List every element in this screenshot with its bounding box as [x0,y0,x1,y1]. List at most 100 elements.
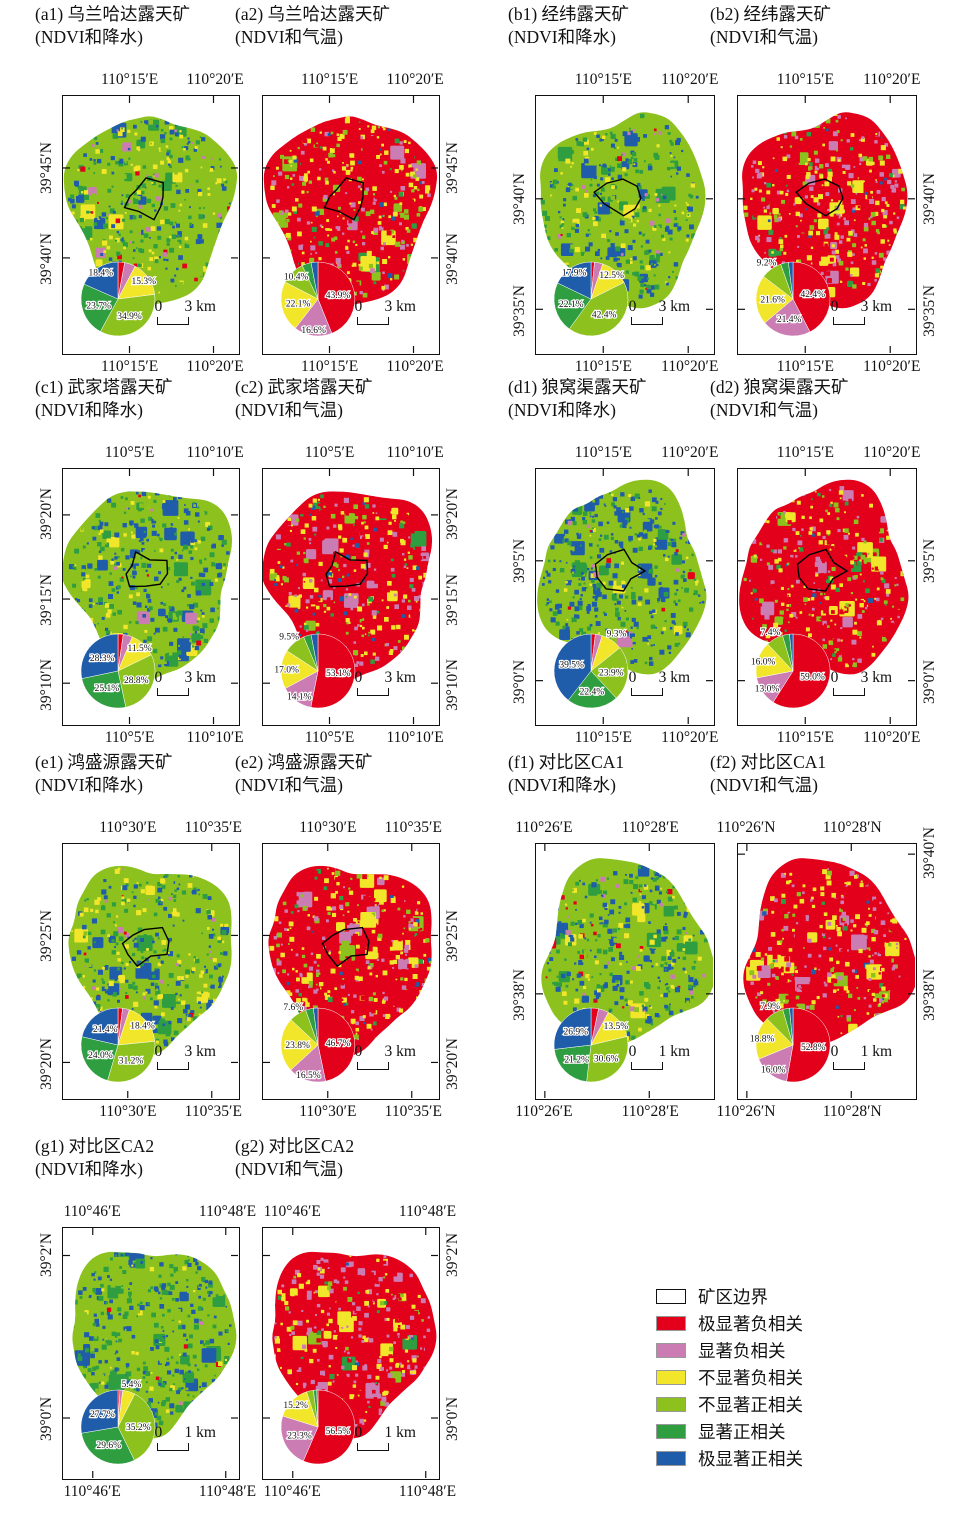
scale-bracket [630,688,663,697]
pie-label: 21.2% [564,1056,589,1066]
pie-label: 15.2% [283,1401,308,1411]
panel-g1: (g1) 对比区CA2 (NDVI和降水) 110°46′E 110°46′E 110°… [17,1135,287,1520]
lon-label-top: 110°30′E [99,819,157,836]
scale-bar: 0 3 km [629,298,690,325]
panel-title-line1: (c2) 武家塔露天矿 [235,377,373,397]
pie-label: 29.6% [97,1441,122,1451]
lon-label-top: 110°15′E [574,444,633,461]
legend-label: 极显著正相关 [698,1449,803,1469]
pie-slice-极显著正相关 [789,633,794,671]
pie-slice-极显著负相关 [317,1007,356,1082]
pie-label: 53.1% [326,669,351,679]
scale-distance: 3 km [184,297,216,315]
pie-label: 25.1% [95,684,120,694]
scale-bar-numbers: 0 3 km [355,1043,416,1061]
scale-bar-numbers: 0 3 km [155,1043,216,1061]
pie-slice-不显著负相关 [755,276,794,324]
legend-item-significant-positive: 显著正相关 [656,1418,803,1445]
lat-label: 39°15′N [444,573,461,626]
pie-chart-f1: 13.5% 30.6% 21.2% 26.9% [553,1007,629,1083]
lon-label-top: 110°28′N [822,819,882,836]
lon-label-top: 110°35′E [384,819,442,836]
panel-title-line2: (NDVI和降水) [35,27,143,47]
scale-zero: 0 [154,1043,163,1061]
scale-zero: 0 [154,297,163,315]
lon-label-top: 110°20′E [661,444,719,461]
lon-label-top: 110°15′E [101,71,159,88]
lat-label: 39°25′N [444,909,461,962]
lat-label: 39°10′N [444,658,461,711]
pie-label: 21.4% [777,315,802,325]
panel-d1: (d1) 狼窝渠露天矿 (NDVI和降水) 110°15′E 110°15′E 110°… [490,376,762,766]
legend-label: 矿区边界 [698,1287,768,1307]
lat-label: 39°20′N [38,1038,55,1090]
scale-bracket [356,316,389,325]
lat-label: 39°38′N [511,968,528,1021]
lon-label-top: 110°26′E [515,819,573,836]
lon-label-bottom: 110°15′E [101,358,159,375]
correlation-map-d2 [738,469,915,724]
lon-label-top: 110°15′E [301,71,359,88]
lon-label-top: 110°15′E [776,444,835,461]
pie-label: 18.4% [130,1021,155,1031]
mine-boundary-outline [795,178,844,217]
correlation-map-b2 [738,96,915,353]
lat-label: 39°45′N [444,141,461,194]
correlation-map-c2 [263,469,438,724]
lat-label: 39°0′N [511,660,528,705]
mine-boundary-outline [123,177,165,221]
scale-bar-numbers: 0 3 km [831,298,892,316]
lat-label: 39°38′N [921,968,938,1021]
lon-label-top: 110°46′E [63,1203,121,1220]
pie-label: 9.3% [607,629,627,639]
panel-e1: (e1) 鸿盛源露天矿 (NDVI和降水) 110°30′E 110°30′E 110°… [17,751,287,1140]
pie-label: 7.6% [283,1003,303,1013]
correlation-map-c1 [63,469,238,724]
pie-slice-极显著正相关 [553,633,592,701]
pie-slice-极显著正相关 [80,1389,119,1434]
panel-f1: (f1) 对比区CA1 (NDVI和降水) 110°26′E 110°26′E 110°… [490,751,762,1140]
panel-title-line2: (NDVI和气温) [235,1159,343,1179]
pie-chart-c2: 53.1% 14.1% 17.0% 9.5% [273,631,356,708]
mine-boundary-outline [321,926,370,968]
scale-bar-numbers: 0 1 km [831,1043,892,1061]
pie-chart-f2: 52.8% 16.0% 18.8% 7.9% [749,1001,831,1083]
scale-zero: 0 [154,1424,163,1442]
pie-chart-c1: 11.5% 28.8% 25.1% 28.3% [80,633,156,709]
pie-label: 35.2% [126,1423,151,1433]
scale-bar: 0 3 km [355,298,416,325]
scale-zero: 0 [628,669,637,687]
pie-slice-不显著负相关 [117,1009,156,1046]
nonsignificant-negative-swatch [656,1370,686,1385]
lon-label-bottom: 110°35′E [384,1103,442,1120]
panel-title-line2: (NDVI和气温) [235,775,343,795]
pie-label: 42.4% [592,311,617,321]
scale-bar: 0 3 km [355,669,416,697]
legend-label: 显著负相关 [698,1341,786,1361]
pie-slice-不显著正相关 [117,1393,156,1461]
lat-label: 39°40′N [921,827,938,880]
lon-label-bottom: 110°46′E [263,1483,321,1500]
scale-bar: 0 1 km [831,1043,892,1071]
scale-zero: 0 [354,1043,363,1061]
legend-item-significant-negative: 显著负相关 [656,1337,803,1364]
legend-item-extreme-negative: 极显著负相关 [656,1310,803,1337]
panel-title-line1: (g2) 对比区CA2 [235,1136,355,1156]
pie-slice-极显著正相关 [316,1389,319,1427]
pie-label: 13.5% [604,1022,629,1032]
pie-label: 28.8% [124,676,149,686]
panel-a2: (a2) 乌兰哈达露天矿 (NDVI和气温) 110°15′E 110°15′E 110… [217,3,487,395]
panel-f2: (f2) 对比区CA1 (NDVI和气温) 110°26′N 110°26′N 110°… [692,751,964,1140]
pie-label: 52.8% [801,1043,826,1053]
pie-slice-不显著正相关 [100,294,156,337]
scale-zero: 0 [830,1043,839,1061]
lat-label: 39°35′N [511,284,528,337]
scale-bracket [156,316,189,325]
pie-slice-极显著正相关 [788,261,794,300]
pie-slice-显著正相关 [567,670,617,709]
pie-slice-极显著正相关 [310,633,319,671]
scale-bracket [356,688,389,697]
pie-label: 9.5% [279,632,299,642]
scale-zero: 0 [830,669,839,687]
pie-slice-不显著负相关 [755,1018,794,1060]
